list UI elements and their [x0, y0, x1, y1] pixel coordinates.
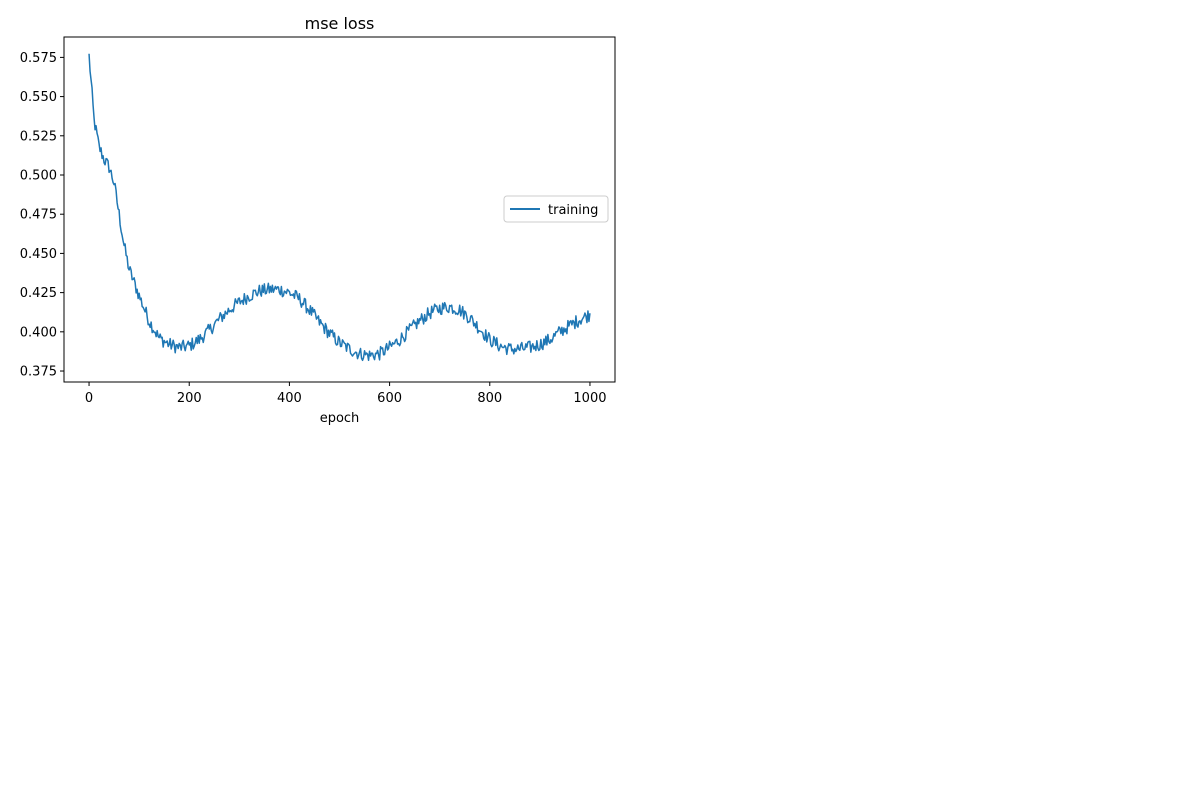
legend: training	[503, 195, 609, 223]
y-tick-label: 0.375	[20, 365, 57, 380]
y-tick-label: 0.500	[20, 169, 57, 184]
plot-area	[63, 36, 616, 383]
series-layer	[88, 53, 591, 362]
x-axis-title: epoch	[320, 411, 360, 426]
y-tick-label: 0.450	[20, 247, 57, 262]
x-tick-label: 1000	[573, 391, 606, 406]
y-tick-label: 0.525	[20, 129, 57, 144]
x-tick-label: 800	[477, 391, 502, 406]
y-tick-label: 0.575	[20, 51, 57, 66]
x-tick-label: 400	[277, 391, 302, 406]
chart-title: mse loss	[305, 14, 375, 33]
x-tick-label: 0	[85, 391, 93, 406]
y-tick-label: 0.425	[20, 286, 57, 301]
y-tick-label: 0.400	[20, 325, 57, 340]
x-tick-label: 200	[177, 391, 202, 406]
y-tick-label: 0.550	[20, 90, 57, 105]
x-tick-label: 600	[377, 391, 402, 406]
legend-label-training: training	[548, 203, 598, 218]
y-axis: 0.375 0.400 0.425 0.450 0.475 0.500 0.525 0.550…	[20, 51, 64, 380]
y-tick-label: 0.475	[20, 208, 57, 223]
legend-box	[503, 195, 609, 223]
series-line-training	[88, 53, 591, 362]
x-axis: 0 200 400 600 800 1000	[85, 382, 607, 406]
